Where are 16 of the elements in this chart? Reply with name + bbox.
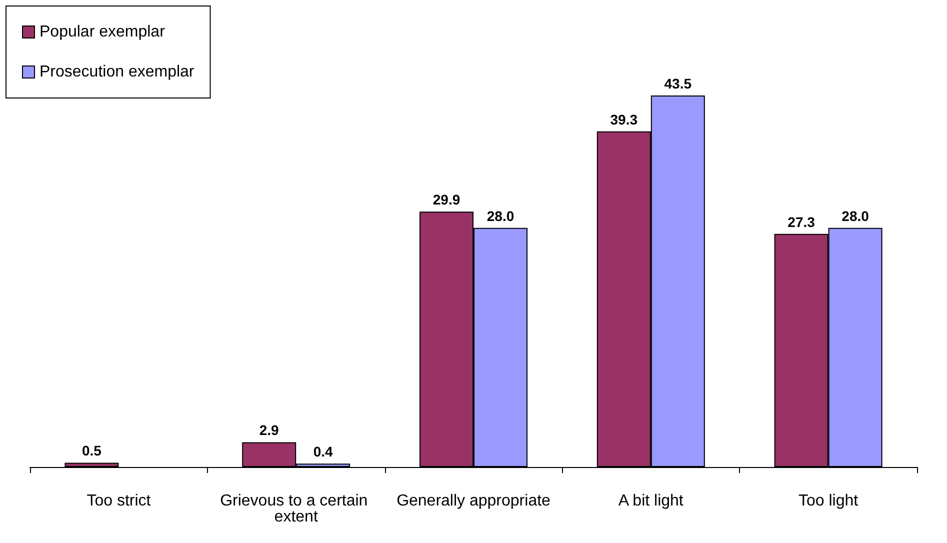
data-label: 28.0	[842, 208, 870, 224]
x-tick-label: Grievous to a certain extent	[220, 492, 372, 526]
x-tick-label: Generally appropriate	[396, 492, 551, 510]
data-label: 43.5	[664, 76, 692, 92]
data-label: 29.9	[432, 192, 460, 208]
data-label: 2.9	[259, 422, 280, 438]
x-tick-label: Too strict	[86, 492, 152, 510]
x-tick-label: A bit light	[618, 492, 684, 510]
x-tick-label: Too light	[798, 492, 859, 510]
data-label: 28.0	[486, 208, 514, 224]
data-label: 0.5	[82, 442, 102, 459]
legend-label: Prosecution exemplar	[40, 64, 195, 80]
data-label: 0.4	[313, 444, 334, 460]
data-label: 39.3	[610, 111, 638, 128]
data-label: 27.3	[788, 214, 816, 230]
legend-label: Popular exemplar	[40, 24, 166, 40]
